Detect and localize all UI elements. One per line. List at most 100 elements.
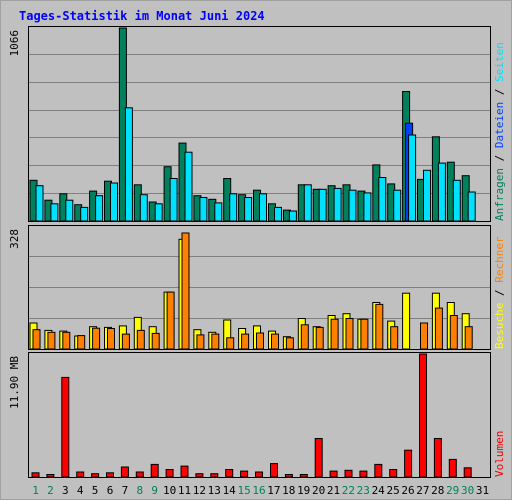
day-label-8: 8	[136, 484, 143, 497]
seiten-bar-day-13	[214, 202, 223, 222]
volumen-bar-day-21	[329, 470, 338, 478]
volume-legend: Volumen	[493, 431, 506, 477]
chart-title: Tages-Statistik im Monat Juni 2024	[19, 9, 265, 23]
volumen-bar-day-19	[299, 474, 308, 478]
volumen-bar-day-8	[135, 471, 144, 478]
rechner-bar-day-5	[92, 327, 101, 350]
volumen-bar-day-17	[270, 463, 278, 478]
seiten-bar-day-10	[169, 178, 178, 222]
volumen-bar-day-27	[419, 353, 427, 478]
day-label-13: 13	[208, 484, 221, 497]
seiten-bar-day-3	[65, 199, 74, 222]
volumen-bar-day-22	[344, 469, 353, 478]
seiten-bar-day-15	[244, 197, 253, 222]
seiten-bar-day-24	[378, 177, 387, 222]
day-label-30: 30	[461, 484, 474, 497]
day-label-5: 5	[92, 484, 99, 497]
rechner-bar-day-6	[107, 328, 115, 350]
seiten-bar-day-9	[154, 203, 163, 222]
volumen-bar-day-2	[46, 474, 55, 478]
rechner-bar-day-27	[420, 322, 428, 350]
legend-separator: /	[493, 283, 506, 303]
volumen-bar-day-14	[225, 469, 234, 478]
day-label-15: 15	[237, 484, 250, 497]
volumen-bar-day-29	[448, 458, 457, 478]
day-label-12: 12	[193, 484, 206, 497]
volume-plot-area	[28, 352, 491, 478]
day-label-14: 14	[223, 484, 237, 497]
rechner-bar-day-28	[434, 307, 443, 350]
rechner-bar-day-19	[300, 324, 309, 350]
day-label-10: 10	[163, 484, 176, 497]
volumen-bar-day-20	[314, 438, 323, 478]
day-axis-labels: 1 2 3 4 5 6 7 8 9 10 11 12 13 14 15 16 17 18 19 20 21 22 23 24 2…	[32, 484, 489, 497]
day-label-3: 3	[62, 484, 69, 497]
seiten-bar-day-22	[348, 189, 357, 222]
seiten-bar-day-20	[318, 188, 327, 222]
volumen-bar-day-26	[404, 449, 413, 478]
volumen-bar-day-12	[195, 473, 204, 478]
volumen-bar-day-11	[180, 465, 189, 478]
rechner-bar-day-20	[315, 326, 324, 350]
day-label-7: 7	[122, 484, 129, 497]
visits-panel	[28, 225, 491, 350]
rechner-bar-day-25	[390, 326, 399, 350]
seiten-bar-day-1	[35, 185, 44, 222]
seiten-bar-day-5	[95, 195, 104, 222]
legend-separator: /	[493, 148, 506, 168]
volumen-bar-day-13	[210, 473, 219, 478]
seiten-bar-day-29	[452, 179, 461, 222]
day-label-11: 11	[178, 484, 191, 497]
legend-text: Volumen	[493, 431, 506, 477]
volumen-bar-day-6	[106, 472, 114, 478]
volumen-bar-day-10	[165, 469, 174, 478]
seiten-bar-day-12	[199, 197, 208, 222]
requests-panel	[28, 26, 491, 222]
day-label-29: 29	[446, 484, 459, 497]
day-label-9: 9	[151, 484, 158, 497]
legend-volumen: Volumen	[493, 431, 506, 477]
day-label-2: 2	[47, 484, 54, 497]
requests-legend: Anfragen / Dateien / Seiten	[493, 42, 506, 221]
rechner-bar-day-2	[47, 331, 56, 350]
seiten-bar-day-11	[184, 151, 193, 222]
legend-besuche: Besuche	[493, 303, 506, 349]
seiten-bar-day-25	[393, 189, 402, 222]
seiten-bar-day-26	[408, 134, 417, 222]
volumen-bar-day-1	[31, 472, 40, 478]
rechner-bar-day-14	[226, 337, 235, 350]
day-label-24: 24	[372, 484, 386, 497]
requests-ymax-label: 1066	[8, 30, 21, 57]
rechner-bar-day-7	[121, 333, 130, 350]
day-label-18: 18	[282, 484, 295, 497]
rechner-bar-day-21	[330, 318, 339, 350]
seiten-bar-day-14	[229, 193, 238, 222]
volumen-bar-day-4	[76, 471, 85, 478]
seiten-bar-day-18	[288, 210, 297, 222]
volumen-bar-day-5	[91, 473, 100, 478]
legend-text: Besuche / Rechner	[493, 236, 506, 349]
volumen-bar-day-18	[284, 474, 293, 478]
rechner-bar-day-3	[62, 331, 71, 350]
volumen-bar-day-28	[433, 438, 442, 478]
day-label-1: 1	[32, 484, 39, 497]
day-label-22: 22	[342, 484, 355, 497]
rechner-bar-day-12	[196, 334, 205, 350]
rechner-bar-day-16	[256, 332, 264, 350]
legend-rechner: Rechner	[493, 236, 506, 283]
besuche-bar-day-26	[402, 292, 411, 350]
seiten-bar-day-7	[124, 107, 133, 222]
seiten-bar-day-6	[110, 182, 118, 222]
rechner-bar-day-11	[181, 232, 190, 350]
rechner-bar-day-9	[151, 332, 160, 350]
volumen-bar-day-24	[374, 463, 383, 478]
seiten-bar-day-17	[274, 206, 282, 222]
rechner-bar-day-18	[285, 337, 294, 350]
rechner-bar-day-10	[166, 291, 175, 350]
day-label-31: 31	[476, 484, 489, 497]
seiten-bar-day-16	[259, 193, 267, 222]
rechner-bar-day-30	[464, 326, 473, 350]
seiten-bar-day-28	[437, 162, 446, 222]
day-label-17: 17	[267, 484, 280, 497]
day-label-23: 23	[357, 484, 370, 497]
